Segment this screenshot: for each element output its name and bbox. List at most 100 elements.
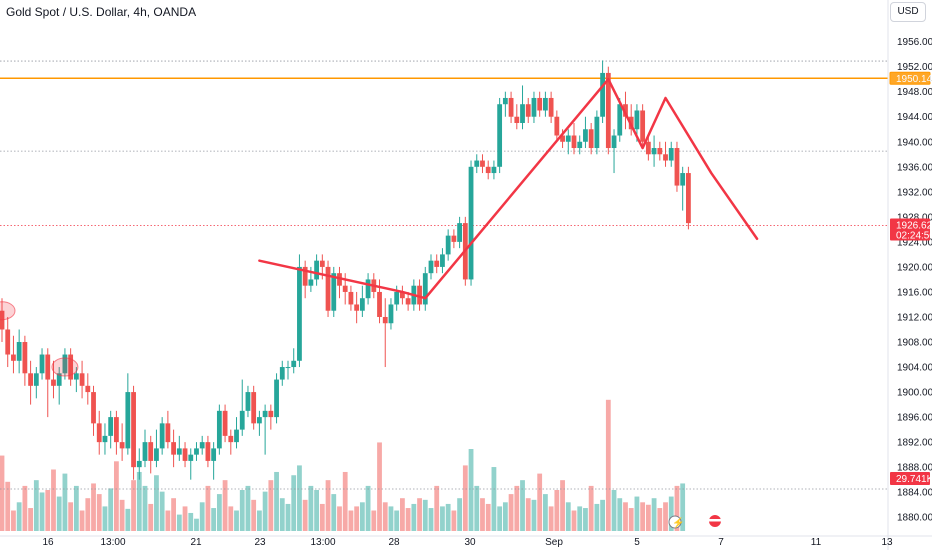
candle-body[interactable] bbox=[514, 116, 520, 123]
candle-body[interactable] bbox=[182, 448, 188, 461]
candle-body[interactable] bbox=[5, 329, 11, 355]
candle-body[interactable] bbox=[171, 442, 176, 455]
candle-body[interactable] bbox=[502, 97, 508, 105]
candle-body[interactable] bbox=[485, 166, 491, 174]
candle-body[interactable] bbox=[228, 435, 234, 443]
candle-body[interactable] bbox=[525, 104, 531, 117]
candle-body[interactable] bbox=[417, 285, 422, 305]
candle-body[interactable] bbox=[73, 373, 79, 380]
candle-body[interactable] bbox=[33, 373, 39, 386]
candle-body[interactable] bbox=[297, 266, 302, 361]
candle-body[interactable] bbox=[91, 392, 96, 424]
candle-body[interactable] bbox=[588, 129, 594, 149]
candle-body[interactable] bbox=[663, 154, 668, 161]
candle-body[interactable] bbox=[199, 442, 205, 449]
candle-body[interactable] bbox=[377, 291, 382, 317]
circle-marker-1[interactable] bbox=[0, 301, 16, 321]
circle-marker-2[interactable] bbox=[51, 357, 79, 377]
candle-body[interactable] bbox=[634, 110, 640, 130]
candle-body[interactable] bbox=[686, 173, 691, 224]
candle-body[interactable] bbox=[537, 97, 543, 111]
candle-body[interactable] bbox=[359, 298, 365, 311]
candle-body[interactable] bbox=[319, 260, 325, 267]
candle-body[interactable] bbox=[354, 304, 360, 311]
candle-body[interactable] bbox=[188, 454, 194, 461]
candle-body[interactable] bbox=[440, 254, 445, 267]
candle-body[interactable] bbox=[531, 97, 537, 117]
candle-body[interactable] bbox=[325, 266, 331, 311]
candle-body[interactable] bbox=[285, 367, 291, 369]
time-axis[interactable]: 16 13:00 21 23 13:00 28 30 Sep 5 7 11 13 bbox=[0, 535, 932, 548]
candle-body[interactable] bbox=[45, 354, 51, 380]
candles[interactable] bbox=[0, 60, 691, 480]
candle-body[interactable] bbox=[96, 423, 102, 443]
trend-drawings[interactable] bbox=[258, 77, 759, 300]
candle-body[interactable] bbox=[102, 435, 108, 443]
candle-body[interactable] bbox=[543, 97, 548, 111]
candle-body[interactable] bbox=[548, 97, 554, 117]
currency-button[interactable]: USD bbox=[890, 2, 926, 22]
candle-body[interactable] bbox=[165, 423, 171, 443]
candle-body[interactable] bbox=[348, 291, 354, 305]
candle-body[interactable] bbox=[457, 223, 462, 242]
candle-body[interactable] bbox=[640, 110, 646, 142]
candle-body[interactable] bbox=[257, 417, 262, 424]
candle-body[interactable] bbox=[159, 423, 165, 449]
candle-body[interactable] bbox=[577, 141, 583, 149]
candle-body[interactable] bbox=[342, 285, 348, 292]
candle-body[interactable] bbox=[136, 460, 142, 468]
candle-body[interactable] bbox=[279, 367, 285, 380]
candle-body[interactable] bbox=[274, 379, 279, 418]
candle-body[interactable] bbox=[291, 360, 297, 368]
candle-body[interactable] bbox=[680, 173, 686, 186]
candle-body[interactable] bbox=[405, 298, 411, 305]
candle-body[interactable] bbox=[400, 291, 405, 299]
price-axis[interactable]: 1956.000 1952.000 1948.000 1944.000 1940.000… bbox=[887, 0, 932, 550]
candle-body[interactable] bbox=[571, 135, 577, 149]
volume-tag[interactable] bbox=[890, 472, 930, 485]
candle-body[interactable] bbox=[39, 354, 45, 374]
event-markers[interactable]: ⚡ bbox=[0, 301, 721, 529]
candle-body[interactable] bbox=[205, 442, 211, 461]
candle-body[interactable] bbox=[331, 273, 337, 311]
candle-body[interactable] bbox=[211, 448, 217, 461]
candle-body[interactable] bbox=[600, 72, 605, 117]
candle-body[interactable] bbox=[154, 448, 159, 461]
candle-body[interactable] bbox=[11, 354, 16, 361]
candle-body[interactable] bbox=[668, 148, 674, 161]
candle-body[interactable] bbox=[480, 160, 485, 167]
candle-body[interactable] bbox=[114, 417, 119, 443]
candle-body[interactable] bbox=[302, 266, 308, 286]
candle-body[interactable] bbox=[583, 129, 588, 142]
candle-body[interactable] bbox=[51, 379, 56, 386]
candle-body[interactable] bbox=[560, 135, 565, 142]
last-price-tag[interactable] bbox=[890, 218, 930, 241]
candle-body[interactable] bbox=[194, 448, 199, 455]
candle-body[interactable] bbox=[62, 354, 68, 374]
candle-body[interactable] bbox=[125, 392, 131, 449]
candle-body[interactable] bbox=[382, 316, 388, 324]
candle-body[interactable] bbox=[131, 392, 136, 468]
candle-body[interactable] bbox=[119, 442, 125, 449]
horizontal-levels[interactable] bbox=[0, 60, 888, 490]
candle-body[interactable] bbox=[308, 279, 314, 286]
candle-body[interactable] bbox=[623, 104, 628, 117]
candle-body[interactable] bbox=[565, 135, 571, 142]
candle-body[interactable] bbox=[605, 72, 611, 149]
candle-body[interactable] bbox=[451, 235, 457, 242]
candle-body[interactable] bbox=[85, 385, 91, 393]
candle-body[interactable] bbox=[56, 373, 62, 386]
candle-body[interactable] bbox=[268, 410, 274, 418]
candle-body[interactable] bbox=[245, 392, 251, 411]
candle-body[interactable] bbox=[428, 260, 434, 274]
candle-body[interactable] bbox=[497, 104, 503, 167]
candle-body[interactable] bbox=[674, 148, 680, 186]
candle-body[interactable] bbox=[651, 148, 657, 155]
candle-body[interactable] bbox=[388, 304, 394, 324]
candle-body[interactable] bbox=[594, 116, 600, 149]
candle-body[interactable] bbox=[148, 442, 154, 461]
candle-body[interactable] bbox=[142, 442, 148, 461]
candle-body[interactable] bbox=[251, 392, 257, 424]
candle-body[interactable] bbox=[611, 135, 617, 149]
